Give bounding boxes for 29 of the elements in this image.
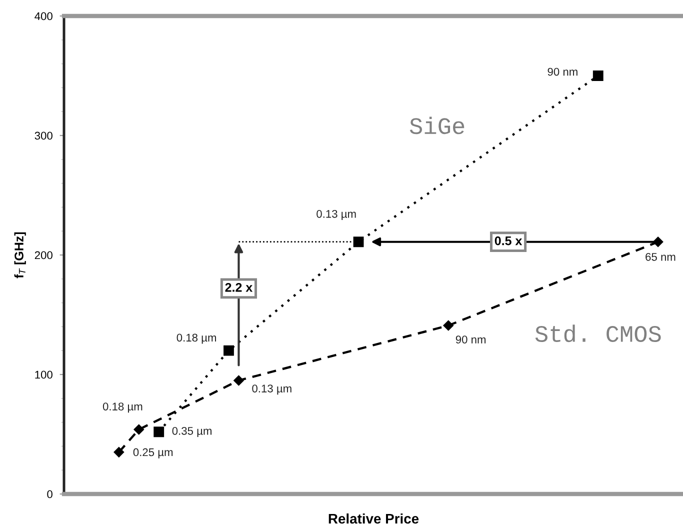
y-axis-title: f$_{T}$ [GHz]: [14, 232, 26, 278]
point: [592, 70, 604, 81]
annotation: 0.13 µm: [252, 384, 292, 395]
annotation: 0.25 µm: [133, 448, 173, 458]
annotation: 2.2 x: [225, 282, 253, 292]
annotation: 0.18 µm: [102, 402, 142, 413]
y-tick-label: 100: [35, 370, 52, 379]
annotation: 90 nm: [456, 336, 486, 344]
series-label: Std. CMOS: [535, 324, 661, 342]
annotation: 0.5 x: [494, 236, 522, 246]
x-axis-title: Relative Price: [328, 513, 419, 524]
point: [154, 426, 164, 438]
point: [134, 424, 144, 435]
point: [224, 345, 234, 356]
annotation: 90 nm: [548, 68, 578, 76]
annotation: 0.13 µm: [316, 210, 356, 220]
annotation: 0.18 µm: [176, 334, 216, 344]
y-tick-label: 200: [34, 251, 52, 260]
series-label: SiGe: [410, 116, 464, 134]
point: [443, 320, 454, 331]
y-tick-label: 400: [34, 12, 52, 20]
annotation: 65 nm: [646, 252, 676, 261]
y-tick-label: 0: [47, 490, 52, 498]
point: [353, 236, 364, 248]
annotation: 0.35 µm: [172, 426, 212, 438]
point: [652, 236, 664, 247]
point: [114, 447, 124, 458]
y-tick-label: 300: [34, 132, 52, 140]
point: [234, 375, 244, 386]
